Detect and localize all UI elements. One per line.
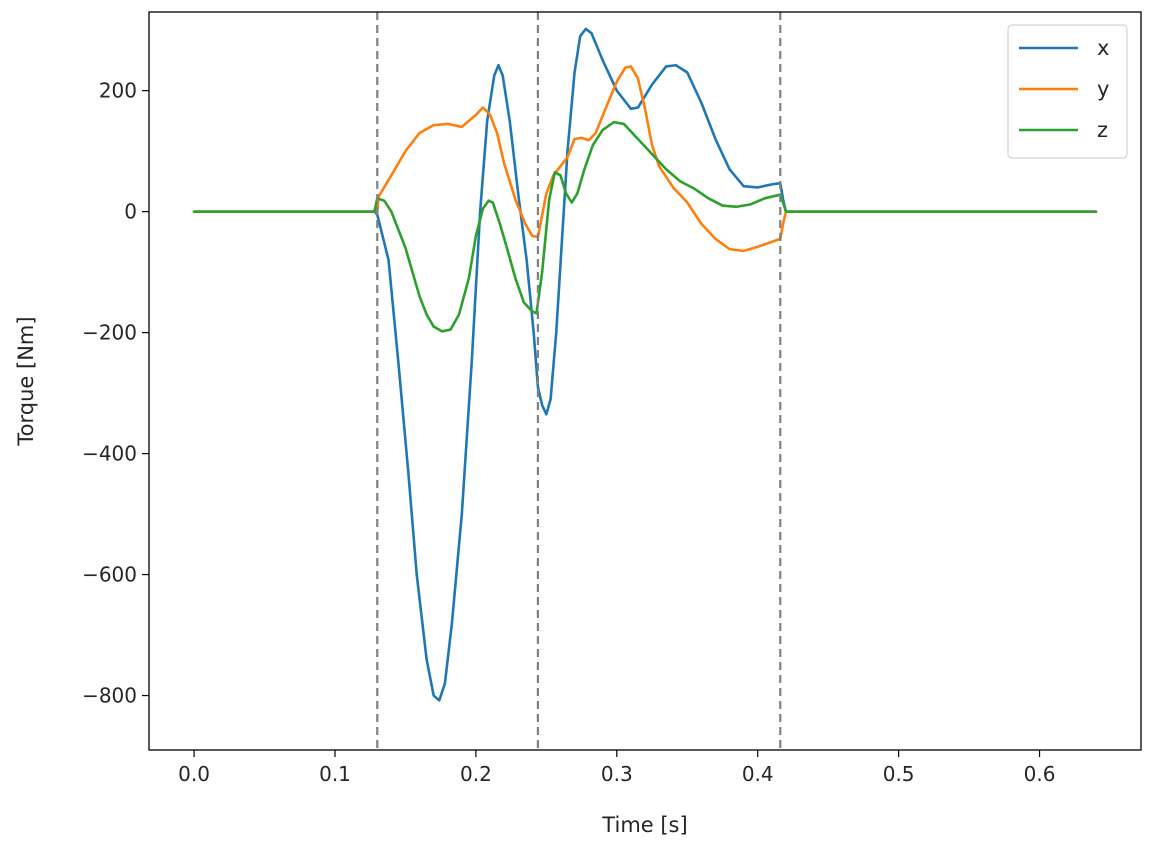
x-tick-label: 0.5 bbox=[883, 762, 915, 786]
y-tick-label: 200 bbox=[99, 79, 137, 103]
x-tick-label: 0.4 bbox=[742, 762, 774, 786]
x-tick-label: 0.0 bbox=[178, 762, 210, 786]
y-tick-label: 0 bbox=[124, 200, 137, 224]
x-tick-label: 0.2 bbox=[460, 762, 492, 786]
legend: xyz bbox=[1007, 24, 1128, 159]
y-tick-label: −200 bbox=[82, 321, 137, 345]
x-tick-label: 0.6 bbox=[1024, 762, 1056, 786]
y-axis-label: Torque [Nm] bbox=[14, 316, 38, 446]
series-line-x bbox=[192, 27, 1098, 702]
plot-frame bbox=[148, 11, 1142, 751]
x-axis-label: Time [s] bbox=[601, 813, 687, 837]
plot-layer bbox=[192, 12, 1098, 750]
series-line-y bbox=[192, 65, 1098, 253]
y-axis: 200 0 −200 −400 −600 −800 bbox=[82, 79, 149, 708]
legend-label-z: z bbox=[1097, 118, 1108, 142]
x-tick-label: 0.3 bbox=[601, 762, 633, 786]
series-line-z bbox=[192, 120, 1098, 333]
x-axis: 0.0 0.1 0.2 0.3 0.4 0.5 0.6 bbox=[178, 750, 1055, 786]
legend-label-y: y bbox=[1097, 77, 1109, 101]
legend-box bbox=[1007, 24, 1128, 159]
y-tick-label: −400 bbox=[82, 442, 137, 466]
legend-label-x: x bbox=[1097, 36, 1109, 60]
y-tick-label: −600 bbox=[82, 563, 137, 587]
y-tick-label: −800 bbox=[82, 684, 137, 708]
x-tick-label: 0.1 bbox=[319, 762, 351, 786]
